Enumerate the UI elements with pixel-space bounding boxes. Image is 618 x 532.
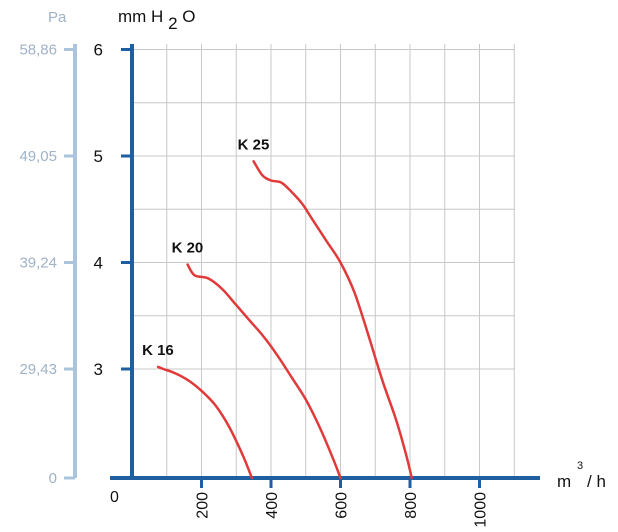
y-tick-label: 6 — [94, 41, 103, 60]
x-axis-origin-label: 0 — [110, 489, 119, 506]
y-axis-label-main: mm H — [118, 7, 163, 26]
x-tick-label: 400 — [264, 492, 281, 519]
x-axis-ticks: 200 400 600 800 1000 — [195, 478, 490, 528]
x-tick-label: 600 — [334, 492, 351, 519]
x-axis-unit-main: m — [557, 472, 571, 491]
x-tick-label: 200 — [195, 492, 212, 519]
x-axis-unit-sup: 3 — [577, 460, 583, 472]
x-tick-label: 800 — [403, 492, 420, 519]
y-axis-label-end: O — [182, 7, 195, 26]
x-axis-unit-end: / h — [587, 472, 606, 491]
pa-tick-label: 39,24 — [19, 255, 57, 272]
curve-label-k20: K 20 — [172, 240, 204, 257]
curve-label-k25: K 25 — [238, 136, 270, 153]
chart-horizontal-grid — [132, 49, 515, 370]
y-tick-label: 4 — [94, 254, 103, 273]
pa-axis-label: Pa — [48, 9, 67, 26]
pa-tick-label: 58,86 — [19, 42, 57, 59]
pa-tick-label: 0 — [49, 470, 57, 487]
curve-k25 — [252, 160, 413, 480]
y-axis-ticks: 3 4 5 6 — [94, 41, 132, 379]
chart-curves: K 16 K 20 K 25 — [142, 136, 413, 480]
pa-axis-ticks: 0 29,43 39,24 49,05 58,86 — [19, 42, 75, 487]
y-axis-label-sub: 2 — [168, 14, 177, 33]
curve-k16 — [156, 365, 254, 480]
pa-tick-label: 49,05 — [19, 148, 57, 165]
curve-label-k16: K 16 — [142, 342, 174, 359]
y-tick-label: 5 — [94, 147, 103, 166]
y-axis-label: mm H 2 O — [118, 7, 196, 33]
pa-tick-label: 29,43 — [19, 361, 57, 378]
x-tick-label: 1000 — [473, 492, 490, 528]
y-tick-label: 3 — [94, 360, 103, 379]
curve-k20 — [186, 263, 342, 480]
